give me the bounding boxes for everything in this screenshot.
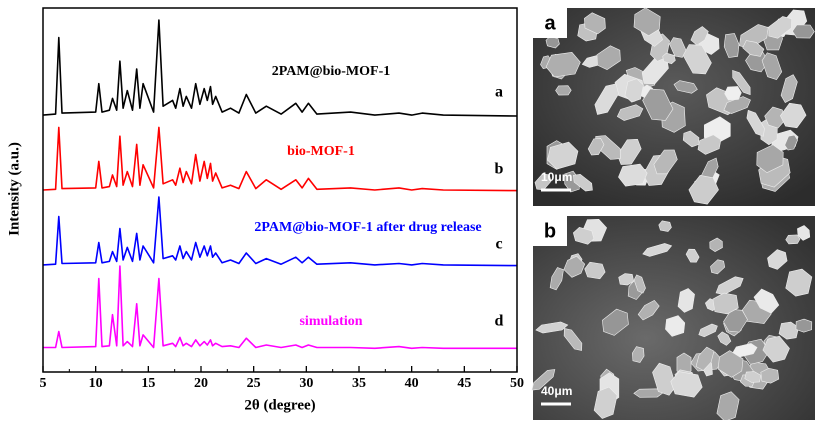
series-tag: d <box>495 313 504 330</box>
panel-label: a <box>544 12 556 34</box>
crystal <box>796 319 812 332</box>
x-tick-label: 35 <box>352 376 366 391</box>
x-tick-label: 10 <box>89 376 103 391</box>
x-axis-label: 2θ (degree) <box>244 397 315 413</box>
x-tick-label: 25 <box>247 376 261 391</box>
series-name: simulation <box>299 314 362 329</box>
series-tag: b <box>495 161 504 178</box>
series-name: 2PAM@bio-MOF-1 <box>272 64 391 79</box>
series-tag: a <box>495 84 503 101</box>
panel-label: b <box>544 220 556 242</box>
crystal <box>792 25 814 38</box>
scale-bar-label: 40μm <box>541 384 572 398</box>
series-tag: c <box>495 236 502 253</box>
series-name: bio-MOF-1 <box>287 144 355 159</box>
x-tick-label: 30 <box>299 376 313 391</box>
sem-image: a 10μm <box>532 5 815 209</box>
y-axis-label: Intensity (a.u.) <box>6 142 22 236</box>
x-tick-label: 5 <box>40 376 47 391</box>
series-name: 2PAM@bio-MOF-1 after drug release <box>254 220 481 235</box>
crystal <box>786 235 801 244</box>
pattern-line <box>43 266 517 348</box>
x-tick-label: 40 <box>405 376 419 391</box>
figure: 2θ (degree) Intensity (a.u.) 2PAM@bio-MO… <box>0 0 815 420</box>
pattern-line <box>43 127 517 190</box>
crystal <box>724 86 741 100</box>
scale-bar-label: 10μm <box>541 170 572 184</box>
x-tick-label: 15 <box>141 376 155 391</box>
crystal <box>555 86 571 96</box>
x-tick-label: 20 <box>194 376 208 391</box>
sem-image: b 40μm <box>529 215 815 420</box>
x-tick-label: 50 <box>510 376 524 391</box>
x-tick-label: 45 <box>457 376 471 391</box>
